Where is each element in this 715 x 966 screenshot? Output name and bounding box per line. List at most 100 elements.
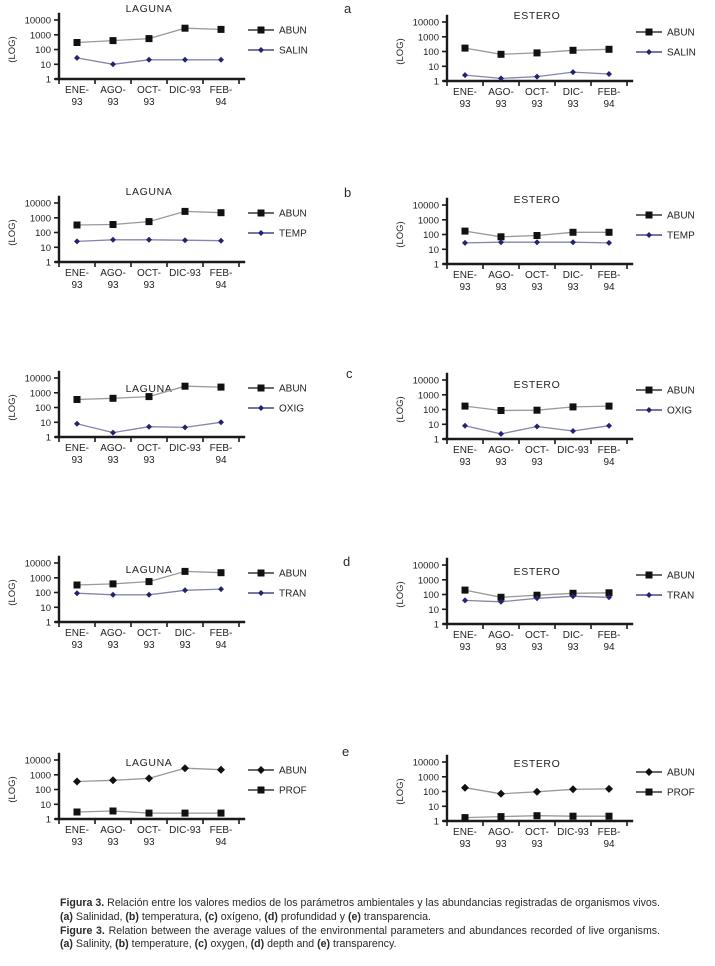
x-tick-label: ENE-	[453, 630, 477, 641]
marker-square	[73, 221, 81, 229]
marker-square	[461, 227, 469, 235]
y-axis-label: (LOG)	[7, 394, 18, 420]
y-tick-label: 100	[423, 405, 439, 416]
x-tick-label: FEB-	[598, 630, 621, 641]
marker-square	[257, 786, 265, 794]
y-tick-label: 1	[434, 77, 439, 88]
marker-diamond	[606, 422, 612, 429]
caption-segment: temperature,	[128, 938, 195, 951]
marker-diamond	[462, 422, 468, 429]
caption-segment: depth and	[264, 938, 318, 951]
y-tick-label: 10	[428, 420, 439, 431]
y-tick-label: 100	[35, 403, 51, 414]
marker-square	[605, 402, 613, 410]
marker-diamond	[218, 419, 224, 426]
x-tick-label: AGO-	[488, 630, 514, 641]
chart-d-estero: 1 10 100 1000 10000 ENE- 93 AGO- 93 OCT- 93 DIC- 93 F…	[392, 545, 710, 657]
x-tick-label: 93	[495, 642, 507, 653]
marker-diamond	[462, 597, 468, 604]
x-tick-label: ENE-	[453, 827, 477, 838]
x-tick-label: 93	[531, 839, 543, 850]
y-tick-label: 10000	[25, 559, 51, 570]
chart-d-laguna: 1 10 100 1000 10000 ENE- 93 AGO- 93 OCT- 93 DIC- 93 F…	[4, 543, 322, 655]
marker-diamond	[182, 56, 188, 63]
marker-square	[645, 211, 653, 219]
x-tick-label: 94	[603, 282, 615, 293]
x-tick-label: ENE-	[453, 445, 477, 456]
marker-diamond	[182, 237, 188, 244]
x-tick-label: FEB-	[598, 827, 621, 838]
y-tick-label: 10	[428, 802, 439, 813]
marker-square	[497, 407, 505, 414]
y-axis-label: (LOG)	[395, 396, 406, 422]
x-tick-label: 93	[495, 839, 507, 850]
marker-square	[217, 209, 225, 217]
y-tick-label: 10	[428, 605, 439, 616]
y-tick-label: 10000	[413, 561, 439, 572]
marker-diamond	[110, 591, 116, 598]
x-tick-label: OCT-	[525, 270, 549, 281]
x-tick-label: OCT-	[137, 268, 161, 279]
marker-square	[533, 812, 541, 820]
y-tick-label: 1000	[30, 213, 51, 224]
x-tick-label: 93	[179, 640, 191, 651]
y-tick-label: 10000	[413, 18, 439, 29]
y-axis-label: (LOG)	[395, 221, 406, 247]
marker-diamond	[498, 75, 504, 82]
caption-segment: transparency.	[330, 938, 397, 951]
marker-diamond	[462, 72, 468, 79]
x-tick-label: AGO-	[488, 87, 514, 98]
chart-a-laguna: 1 10 100 1000 10000 ENE- 93 AGO- 93 OCT- 93 DIC-93 F…	[4, 0, 322, 112]
marker-diamond	[534, 239, 540, 246]
marker-square	[257, 569, 265, 577]
marker-square	[73, 396, 81, 403]
marker-square	[497, 593, 505, 601]
x-tick-label: AGO-	[100, 825, 126, 836]
chart-svg: 110100100010000ENE-93AGO-93OCT-93DIC-93F…	[395, 557, 695, 653]
marker-square	[533, 232, 541, 239]
caption-segment: (c)	[204, 910, 218, 923]
marker-square	[461, 814, 469, 822]
x-tick-label: 93	[459, 99, 471, 110]
marker-diamond	[217, 765, 225, 774]
marker-square	[257, 26, 265, 34]
x-tick-label: 93	[71, 640, 83, 651]
y-axis-label: (LOG)	[395, 778, 406, 804]
x-tick-label: AGO-	[100, 443, 126, 454]
x-tick-label: FEB-	[210, 628, 233, 639]
marker-diamond	[110, 429, 116, 436]
legend-label: PROF	[279, 786, 307, 797]
legend-label: OXIG	[279, 404, 304, 415]
row-label-b: b	[344, 185, 352, 200]
marker-diamond	[74, 54, 80, 61]
marker-diamond	[462, 239, 468, 246]
x-tick-label: ENE-	[453, 270, 477, 281]
x-tick-label: OCT-	[137, 825, 161, 836]
x-tick-label: AGO-	[488, 270, 514, 281]
chart-svg: 110100100010000ENE-93AGO-93OCT-93DIC-93F…	[395, 10, 696, 110]
x-tick-label: OCT-	[525, 445, 549, 456]
y-tick-label: 10	[40, 800, 51, 811]
marker-diamond	[73, 777, 81, 786]
caption-english: Figure 3. Relation between the average v…	[60, 925, 660, 953]
x-tick-label: DIC-	[563, 87, 584, 98]
marker-square	[73, 808, 81, 816]
x-tick-label: AGO-	[100, 85, 126, 96]
x-tick-label: FEB-	[210, 443, 233, 454]
y-axis-label: (LOG)	[7, 36, 18, 62]
x-tick-label: 93	[107, 837, 119, 848]
marker-square	[109, 221, 117, 228]
marker-diamond	[645, 768, 653, 776]
marker-diamond	[258, 47, 264, 53]
x-tick-label: 93	[71, 97, 83, 108]
caption-segment: Salinidad,	[72, 910, 126, 923]
legend-label: PROF	[667, 788, 695, 799]
marker-diamond	[646, 49, 652, 55]
x-tick-label: 93	[459, 839, 471, 850]
marker-diamond	[534, 73, 540, 80]
marker-diamond	[570, 239, 576, 246]
x-tick-label: FEB-	[598, 270, 621, 281]
y-tick-label: 1000	[30, 770, 51, 781]
